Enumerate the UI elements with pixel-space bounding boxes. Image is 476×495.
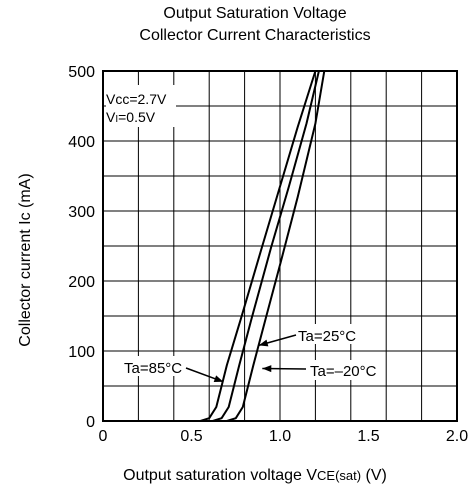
annotation-85-arrow-head <box>213 375 224 382</box>
x-tick-label: 0.5 <box>180 428 202 445</box>
chart-title-line-1: Output Saturation Voltage <box>163 5 347 22</box>
x-tick-label: 0 <box>99 428 108 445</box>
conditions-background <box>106 85 176 127</box>
plot-frame <box>102 70 458 422</box>
y-tick-label: 100 <box>68 344 95 361</box>
annotation-ta-25: Ta=25°C <box>298 328 356 345</box>
y-tick-label: 200 <box>68 274 95 291</box>
x-tick-label: 1.0 <box>269 428 291 445</box>
annotation-ta-85: Ta=85°C <box>124 360 182 377</box>
annotation-ta-m20: Ta=–20°C <box>310 363 377 380</box>
x-axis-label: Output saturation voltage VCE(sat) (V) <box>123 467 387 484</box>
series-curve-0 <box>200 70 317 422</box>
condition-vcc: Vcc=2.7V <box>106 91 167 107</box>
x-tick-label: 1.5 <box>357 428 379 445</box>
annotation-m20-arrow-head <box>262 365 272 373</box>
annotation-25-bg <box>296 324 364 344</box>
series-curve-2 <box>226 70 326 422</box>
series-curve-1 <box>212 70 320 422</box>
y-tick-label: 500 <box>68 64 95 81</box>
annotation-m20-bg <box>308 360 380 380</box>
x-tick-label: 2.0 <box>446 428 468 445</box>
annotation-25-arrow-head <box>258 339 269 347</box>
y-tick-label: 300 <box>68 204 95 221</box>
y-axis-label: Collector current Ic (mA) <box>17 173 34 347</box>
condition-vi: VI=0.5V <box>106 109 156 125</box>
y-tick-label: 0 <box>86 414 95 431</box>
y-tick-label: 400 <box>68 134 95 151</box>
annotation-85-bg <box>120 356 184 376</box>
chart-title-line-2: Collector Current Characteristics <box>139 27 371 44</box>
